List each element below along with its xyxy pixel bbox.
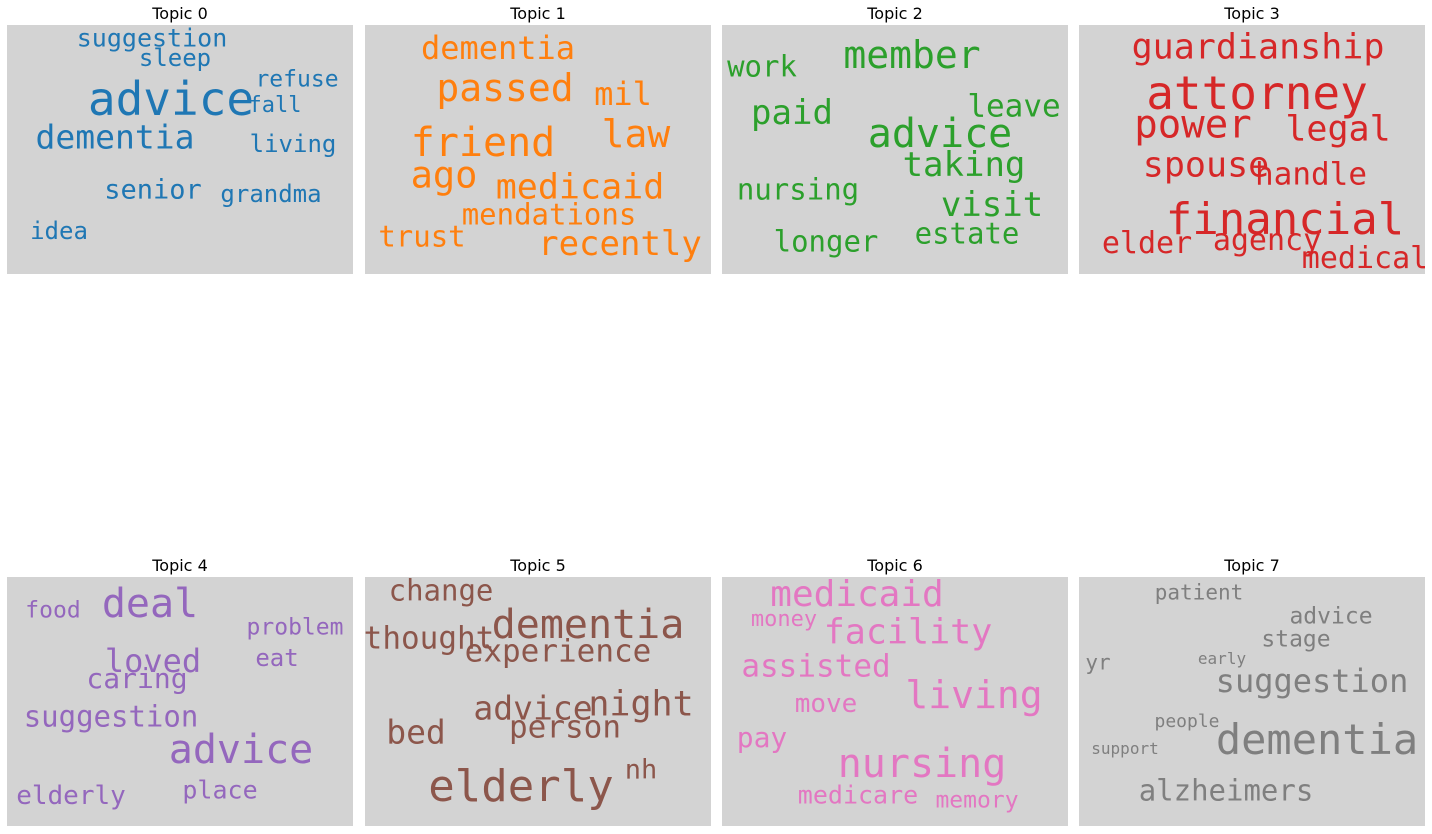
- panel-title: Topic 1: [510, 4, 566, 23]
- cloud-word: recently: [538, 224, 702, 264]
- cloud-word: leave: [967, 88, 1061, 125]
- cloud-word: paid: [751, 93, 833, 133]
- word-cloud-panel: deal advice loved suggestion caring elderly pl…: [7, 577, 353, 826]
- cloud-word: senior: [104, 174, 202, 206]
- panel-title: Topic 6: [867, 556, 923, 575]
- cloud-word: place: [182, 775, 258, 805]
- cloud-word: advice: [1289, 603, 1373, 630]
- cloud-word: change: [388, 577, 494, 608]
- cloud-word: friend: [410, 120, 556, 166]
- cloud-word: taking: [902, 145, 1026, 185]
- cloud-word: spouse: [1142, 145, 1270, 186]
- cloud-word: patient: [1154, 580, 1244, 605]
- cloud-word: dementia: [1215, 715, 1419, 764]
- cloud-word: deal: [101, 581, 199, 627]
- cloud-word: nursing: [736, 172, 860, 207]
- cloud-word: money: [750, 607, 818, 632]
- cloud-word: caring: [86, 662, 188, 695]
- word-cloud-panel: advice dementia senior suggestion idea grandm…: [7, 25, 353, 274]
- cloud-word: move: [794, 689, 858, 719]
- cloud-word: attorney: [1146, 66, 1368, 120]
- cloud-word: person: [509, 709, 621, 746]
- cloud-word: suggestion: [23, 699, 199, 734]
- cloud-word: early: [1197, 649, 1247, 668]
- cloud-word: dementia: [420, 29, 576, 67]
- cloud-word: elder: [1101, 226, 1193, 261]
- word-cloud-panel: advice member taking visit paid leave nursing e…: [722, 25, 1068, 274]
- cloud-word: visit: [940, 185, 1044, 225]
- cloud-word: financial: [1165, 194, 1405, 245]
- cloud-word: trust: [378, 219, 466, 254]
- cloud-word: advice: [473, 688, 593, 728]
- cloud-word: experience: [464, 633, 652, 670]
- panel-title: Topic 4: [152, 556, 208, 575]
- cloud-word: alzheimers: [1138, 773, 1314, 808]
- cloud-word: pay: [736, 721, 788, 754]
- cloud-word: elderly: [428, 761, 614, 812]
- cloud-word: mendations: [461, 197, 637, 232]
- cloud-word: work: [727, 49, 797, 84]
- cloud-word: handle: [1255, 156, 1367, 193]
- cloud-word: sleep: [138, 44, 212, 72]
- cloud-word: member: [843, 33, 981, 77]
- cloud-word: idea: [30, 217, 88, 245]
- cloud-word: longer: [773, 224, 879, 259]
- cloud-word: medicaid: [495, 167, 665, 208]
- cloud-word: support: [1091, 739, 1159, 758]
- cloud-word: yr: [1085, 650, 1111, 675]
- cloud-word: food: [25, 597, 81, 624]
- cloud-word: advice: [168, 727, 314, 773]
- cloud-word: elderly: [16, 781, 126, 811]
- cloud-word: people: [1154, 711, 1220, 732]
- cloud-word: loved: [104, 642, 202, 680]
- cloud-word: estate: [914, 216, 1020, 251]
- cloud-word: legal: [1285, 109, 1391, 150]
- word-cloud-panel: nursing living medicaid facility assisted pay…: [722, 577, 1068, 826]
- cloud-word: advice: [87, 72, 255, 126]
- word-cloud-panel: attorney financial power guardianship spouse…: [1079, 25, 1425, 274]
- cloud-word: refuse: [255, 66, 339, 93]
- cloud-word: nursing: [837, 741, 1007, 787]
- cloud-word: night: [588, 684, 694, 725]
- panel-title: Topic 7: [1224, 556, 1280, 575]
- cloud-word: advice: [867, 111, 1013, 157]
- cloud-word: fall: [248, 93, 302, 118]
- cloud-word: suggestion: [76, 25, 228, 53]
- cloud-word: dementia: [491, 602, 685, 648]
- cloud-word: law: [601, 112, 671, 156]
- word-cloud-panel: friend passed law ago medicaid recently mil dem…: [365, 25, 711, 274]
- cloud-word: medical: [1301, 241, 1425, 274]
- cloud-word: agency: [1212, 223, 1322, 258]
- cloud-word: eat: [255, 644, 299, 672]
- cloud-word: dementia: [35, 117, 195, 157]
- cloud-word: stage: [1261, 626, 1331, 653]
- cloud-word: problem: [246, 614, 344, 641]
- panel-title: Topic 2: [867, 4, 923, 23]
- cloud-word: medicaid: [770, 577, 944, 615]
- word-cloud-panel: dementia suggestion alzheimers stage advice p…: [1079, 577, 1425, 826]
- cloud-word: living: [249, 130, 337, 158]
- cloud-word: ago: [410, 153, 478, 197]
- cloud-word: mil: [594, 75, 652, 113]
- panel-title: Topic 3: [1224, 4, 1280, 23]
- cloud-word: guardianship: [1131, 27, 1385, 68]
- word-cloud-panel: elderly dementia night advice bed person exper…: [365, 577, 711, 826]
- cloud-word: power: [1134, 102, 1252, 148]
- cloud-word: bed: [386, 712, 446, 752]
- panel-title: Topic 5: [510, 556, 566, 575]
- cloud-word: thought: [365, 620, 495, 657]
- cloud-word: suggestion: [1215, 662, 1409, 700]
- cloud-word: medicare: [797, 780, 919, 810]
- cloud-word: grandma: [220, 180, 322, 208]
- panel-title: Topic 0: [152, 4, 208, 23]
- cloud-word: memory: [935, 787, 1019, 814]
- cloud-word: facility: [823, 612, 993, 653]
- cloud-word: living: [905, 673, 1043, 717]
- cloud-word: assisted: [741, 648, 891, 685]
- cloud-word: nh: [624, 754, 658, 786]
- cloud-word: passed: [436, 66, 574, 110]
